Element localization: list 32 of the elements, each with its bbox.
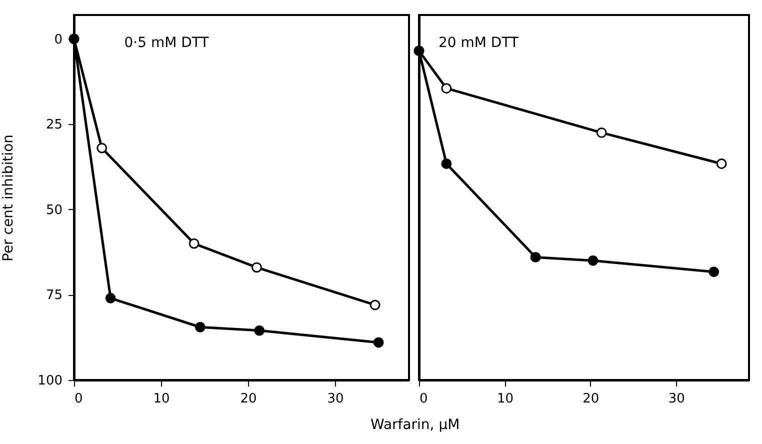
y-tick-label: 75 [46,288,62,304]
y-tick-label: 0 [54,32,62,48]
point [596,127,607,138]
x-tick-label: 0 [420,392,428,406]
x-tick-label: 10 [496,392,514,406]
point [194,322,206,332]
point [530,252,541,262]
annotation: 20 mM DTT [438,35,520,51]
point [716,158,727,169]
point [588,255,598,266]
x-tick-label: 20 [240,392,257,406]
point [441,158,452,169]
x-tick-label: 10 [153,392,170,406]
y-axis-title: Per cent inhibition [0,134,17,262]
x-tick-label: 30 [327,392,344,406]
point [105,292,116,304]
y-tick-label: 25 [46,118,62,133]
x-tick-label: 30 [668,392,685,406]
point [708,266,720,278]
point [441,83,452,94]
annotation: 0·5 mM DTT [124,35,210,51]
x-tick-label: 20 [582,392,600,406]
y-tick-label: 100 [38,374,62,388]
x-tick-label: 0 [74,392,83,406]
point [252,262,262,273]
point [373,337,384,348]
point [96,142,108,154]
x-axis-title: Warfarin, μM [370,417,460,433]
point [254,325,265,336]
point [188,238,200,249]
y-tick-label: 50 [46,202,62,218]
point [370,300,380,310]
